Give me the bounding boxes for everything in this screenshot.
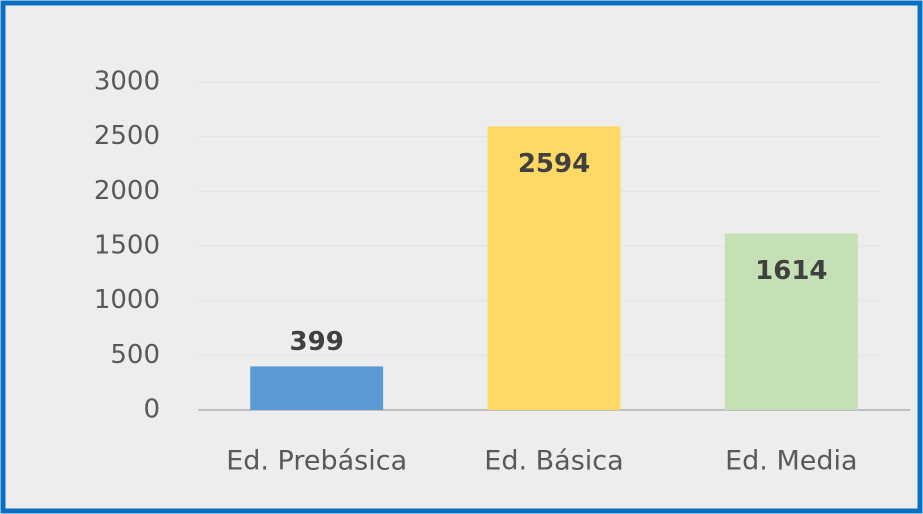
- data-label: 1614: [755, 256, 827, 286]
- x-tick-label: Ed. Prebásica: [226, 446, 407, 477]
- data-label: 2594: [518, 149, 590, 179]
- y-tick-label: 500: [110, 340, 160, 370]
- y-tick-label: 1500: [94, 231, 160, 261]
- data-label: 399: [290, 327, 344, 357]
- y-tick-label: 2500: [94, 121, 160, 151]
- bar: [487, 126, 621, 410]
- y-tick-label: 0: [143, 395, 160, 425]
- bar: [250, 366, 384, 410]
- bar: [724, 233, 858, 410]
- y-tick-label: 1000: [94, 285, 160, 315]
- x-tick-label: Ed. Básica: [484, 446, 623, 477]
- y-tick-label: 2000: [94, 176, 160, 206]
- y-tick-label: 3000: [94, 67, 160, 97]
- x-tick-label: Ed. Media: [725, 446, 857, 477]
